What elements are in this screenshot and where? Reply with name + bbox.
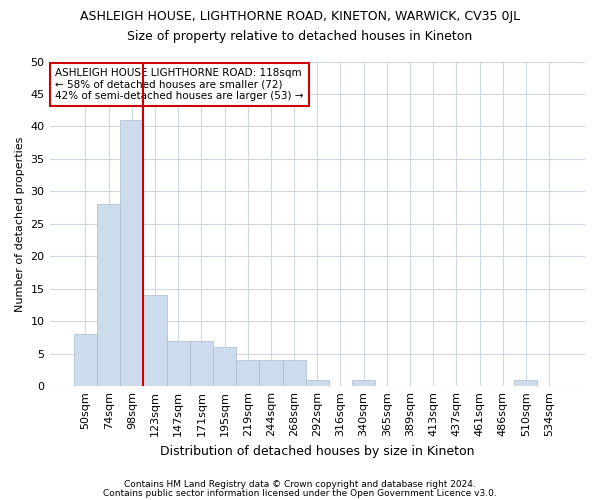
Bar: [305, 380, 329, 386]
Bar: [283, 360, 305, 386]
Bar: [352, 380, 375, 386]
Bar: [514, 380, 538, 386]
Bar: [213, 347, 236, 386]
Text: ASHLEIGH HOUSE, LIGHTHORNE ROAD, KINETON, WARWICK, CV35 0JL: ASHLEIGH HOUSE, LIGHTHORNE ROAD, KINETON…: [80, 10, 520, 23]
Bar: [190, 340, 213, 386]
X-axis label: Distribution of detached houses by size in Kineton: Distribution of detached houses by size …: [160, 444, 475, 458]
Bar: [236, 360, 259, 386]
Bar: [259, 360, 283, 386]
Bar: [74, 334, 97, 386]
Bar: [167, 340, 190, 386]
Text: Size of property relative to detached houses in Kineton: Size of property relative to detached ho…: [127, 30, 473, 43]
Y-axis label: Number of detached properties: Number of detached properties: [15, 136, 25, 312]
Bar: [143, 296, 167, 386]
Text: ASHLEIGH HOUSE LIGHTHORNE ROAD: 118sqm
← 58% of detached houses are smaller (72): ASHLEIGH HOUSE LIGHTHORNE ROAD: 118sqm ←…: [55, 68, 304, 101]
Text: Contains public sector information licensed under the Open Government Licence v3: Contains public sector information licen…: [103, 488, 497, 498]
Bar: [120, 120, 143, 386]
Bar: [97, 204, 120, 386]
Text: Contains HM Land Registry data © Crown copyright and database right 2024.: Contains HM Land Registry data © Crown c…: [124, 480, 476, 489]
